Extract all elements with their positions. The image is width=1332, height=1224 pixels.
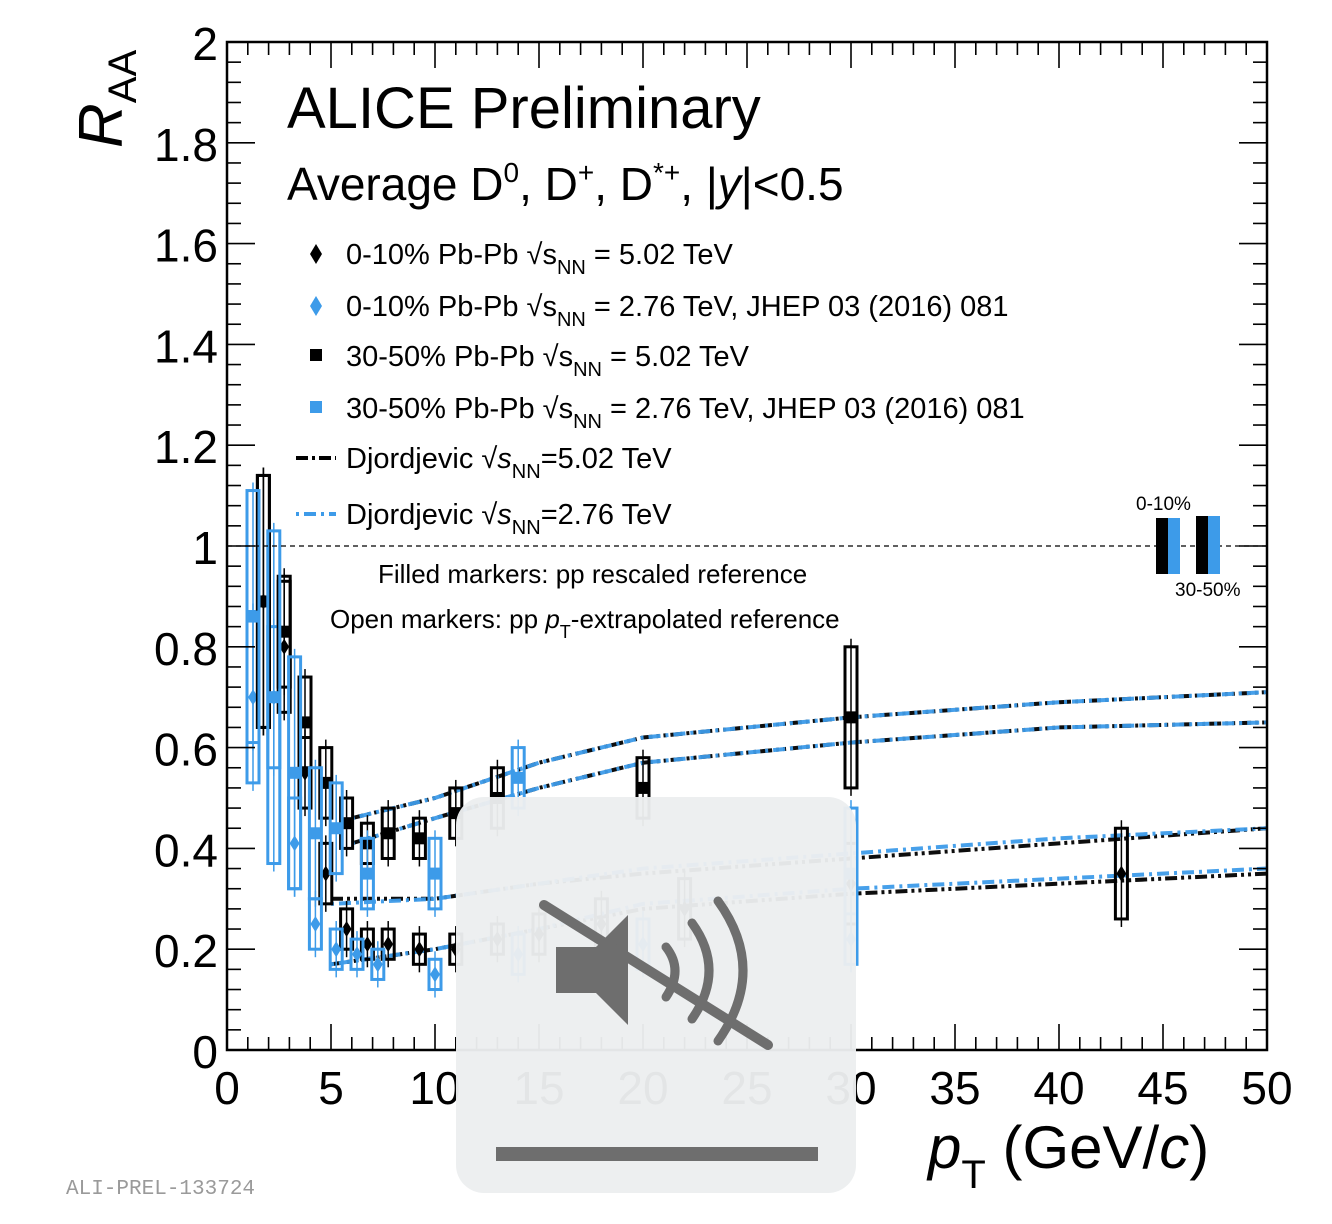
- legend-label: 30-50% Pb-Pb √sNN = 5.02 TeV: [346, 341, 750, 381]
- model-curve: [351, 690, 1268, 821]
- speaker-muted-icon: [539, 896, 773, 1050]
- x-tick-label: 40: [1033, 1062, 1084, 1114]
- legend-label: 0-10% Pb-Pb √sNN = 2.76 TeV, JHEP 03 (20…: [346, 291, 1009, 331]
- data-point-square: [429, 867, 441, 880]
- norm-box-black-1: [1156, 518, 1168, 574]
- legend: 0-10% Pb-Pb √sNN = 5.02 TeV 0-10% Pb-Pb √…: [296, 239, 1025, 539]
- norm-box-blue-1: [1168, 518, 1180, 574]
- x-tick-label: 45: [1137, 1062, 1188, 1114]
- data-point-diamond: [430, 966, 440, 983]
- chart-title: ALICE Preliminary: [287, 76, 761, 141]
- legend-label: 30-50% Pb-Pb √sNN = 2.76 TeV, JHEP 03 (2…: [346, 393, 1025, 433]
- data-point-square: [361, 867, 374, 880]
- data-point-square: [288, 766, 301, 779]
- mute-overlay: [456, 797, 856, 1193]
- data-point-square: [247, 610, 259, 623]
- y-tick-label: 0.6: [154, 724, 218, 776]
- y-tick-label: 1.8: [154, 119, 218, 171]
- data-point-square: [267, 691, 280, 704]
- volume-level-bar: [496, 1147, 818, 1161]
- y-axis-title: RAA: [67, 50, 145, 148]
- data-point-diamond: [320, 865, 331, 882]
- y-tick-label: 0.2: [154, 925, 218, 977]
- x-tick-label: 35: [929, 1062, 980, 1114]
- y-tick-label: 1: [192, 522, 218, 574]
- x-tick-label: 5: [318, 1062, 344, 1114]
- data-point-square: [330, 822, 343, 835]
- y-tick-label: 0: [192, 1026, 218, 1078]
- y-tick-label: 0.4: [154, 824, 218, 876]
- data-point-square: [309, 827, 322, 840]
- footer-id: ALI-PREL-133724: [66, 1178, 255, 1201]
- data-point-square: [637, 781, 649, 794]
- y-tick-label: 1.4: [154, 320, 218, 372]
- chart-subtitle: Average D0, D+, D*+, |y|<0.5: [287, 157, 844, 210]
- legend-marker-square: [310, 349, 322, 361]
- data-point-square: [413, 832, 426, 845]
- data-point-square: [512, 771, 525, 784]
- norm-label-semi: 30-50%: [1175, 580, 1241, 601]
- norm-label-central: 0-10%: [1136, 494, 1191, 515]
- x-axis-title: pT (GeV/c): [926, 1114, 1209, 1197]
- norm-box-blue-2: [1208, 516, 1220, 574]
- data-point-diamond: [331, 941, 342, 958]
- data-point-square: [382, 827, 395, 840]
- data-point-diamond: [352, 946, 362, 963]
- x-tick-label: 10: [409, 1062, 460, 1114]
- data-point-diamond: [310, 916, 321, 932]
- data-point-diamond: [383, 936, 394, 953]
- data-point-diamond: [341, 921, 352, 938]
- legend-marker-square: [310, 401, 322, 413]
- note-filled-markers: Filled markers: pp rescaled reference: [378, 559, 807, 589]
- legend-marker-diamond: [310, 296, 322, 316]
- y-tick-label: 2: [192, 18, 218, 70]
- y-tick-label: 0.8: [154, 623, 218, 675]
- x-tick-label: 0: [214, 1062, 240, 1114]
- data-point-square: [845, 711, 857, 724]
- legend-label: 0-10% Pb-Pb √sNN = 5.02 TeV: [346, 239, 734, 279]
- legend-label: Djordjevic √sNN=5.02 TeV: [346, 443, 672, 483]
- normalization-boxes: 0-10% 30-50%: [1136, 494, 1241, 601]
- data-point-diamond: [372, 956, 383, 973]
- y-tick-label: 1.6: [154, 220, 218, 272]
- data-point-diamond: [414, 941, 425, 958]
- norm-box-black-2: [1196, 516, 1208, 574]
- data-point-diamond: [1116, 865, 1127, 882]
- legend-label: Djordjevic √sNN=2.76 TeV: [346, 499, 672, 539]
- y-tick-label: 1.2: [154, 421, 218, 473]
- note-open-markers: Open markers: pp pT-extrapolated referen…: [330, 604, 840, 642]
- model-curve: [331, 826, 1268, 901]
- data-point-diamond: [362, 936, 373, 953]
- legend-marker-diamond: [310, 244, 322, 264]
- x-tick-label: 50: [1241, 1062, 1292, 1114]
